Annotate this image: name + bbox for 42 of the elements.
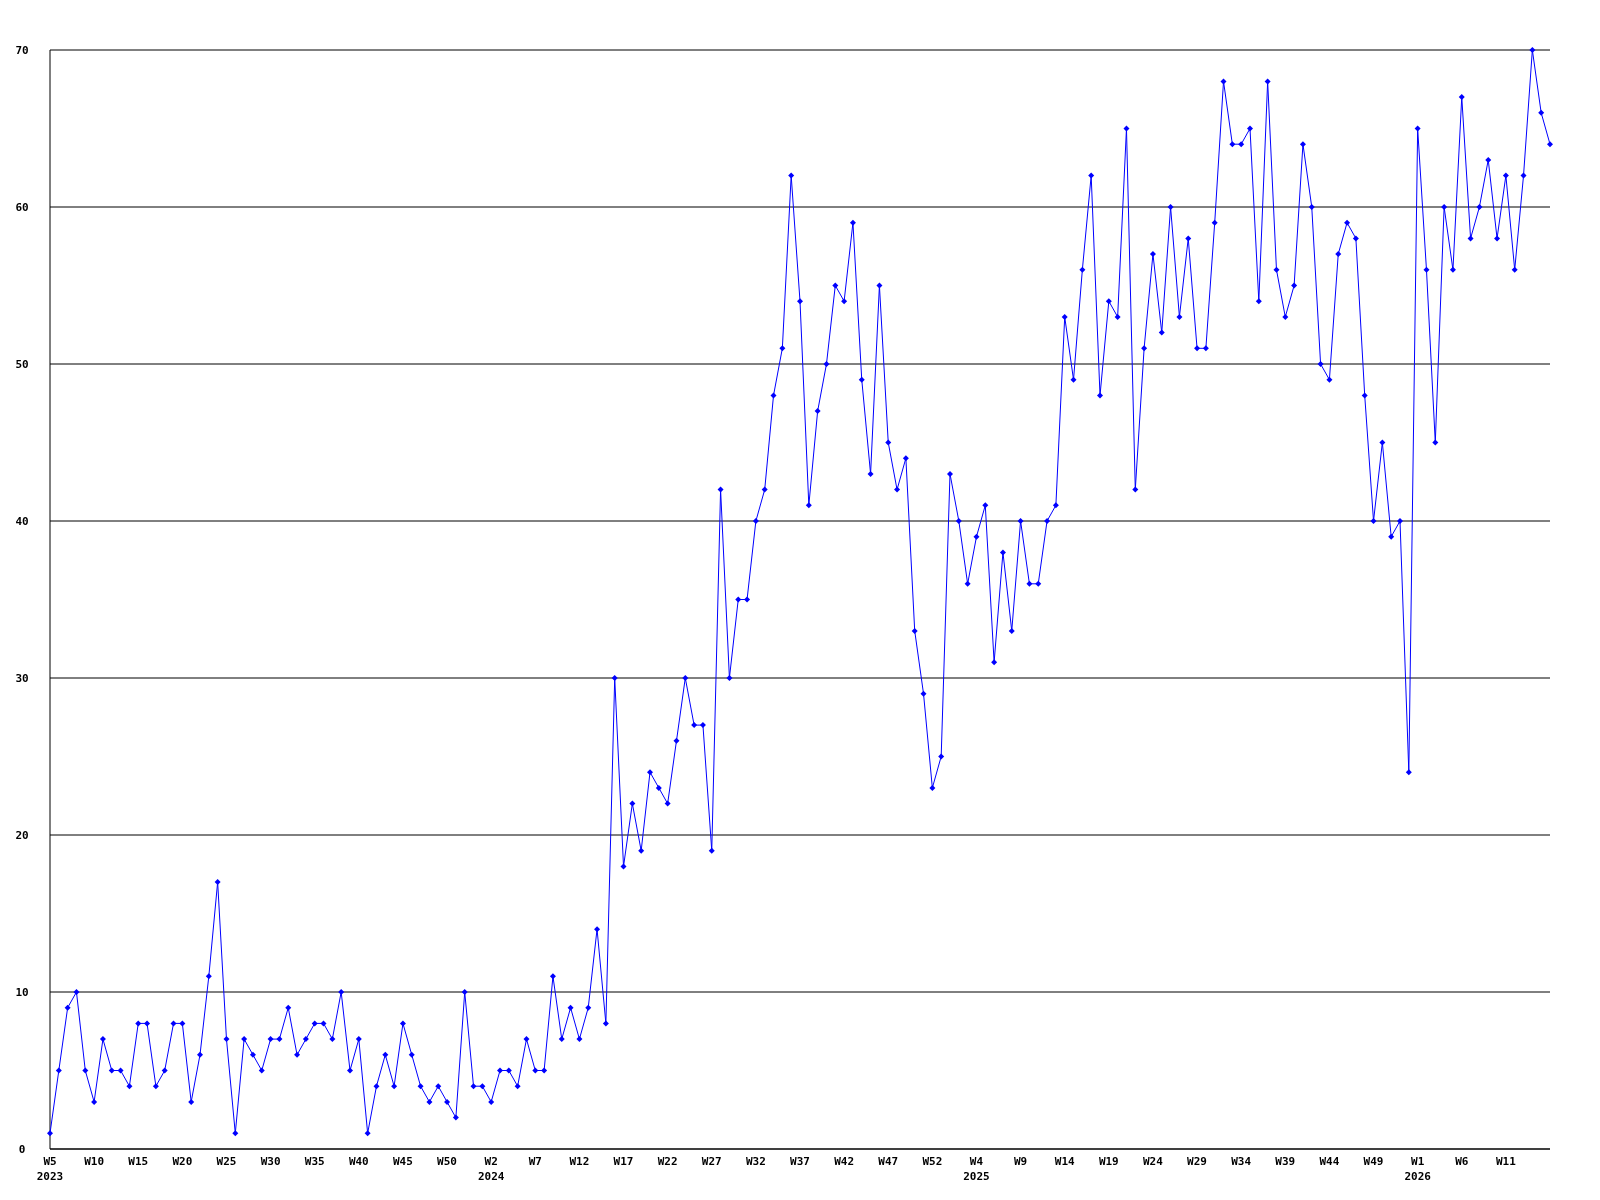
x-tick-label: W27 — [701, 1155, 722, 1168]
y-tick-label: 50 — [15, 358, 29, 371]
x-tick-label: W15 — [128, 1155, 149, 1168]
x-tick-label: W34 — [1231, 1155, 1252, 1168]
x-tick-label: W5 2023 — [36, 1155, 64, 1183]
x-tick-label: W20 — [172, 1155, 193, 1168]
x-tick-label: W12 — [569, 1155, 590, 1168]
x-tick-label: W7 — [528, 1155, 542, 1168]
y-tick-label: 30 — [15, 672, 29, 685]
x-tick-label: W29 — [1187, 1155, 1207, 1168]
x-tick-label: W30 — [260, 1155, 281, 1168]
x-tick-label: W24 — [1143, 1155, 1164, 1168]
x-tick-label: W25 — [216, 1155, 237, 1168]
x-tick-label: W6 — [1455, 1155, 1469, 1168]
x-tick-label: W47 — [878, 1155, 899, 1168]
x-tick-label: W22 — [657, 1155, 678, 1168]
y-tick-label: 70 — [15, 44, 29, 57]
x-tick-label: W11 — [1495, 1155, 1517, 1168]
x-tick-label: W45 — [393, 1155, 413, 1168]
x-tick-label: W50 — [437, 1155, 457, 1168]
y-tick-label: 0 — [18, 1143, 26, 1156]
x-tick-label: W35 — [304, 1155, 325, 1168]
x-tick-label: W52 — [922, 1155, 943, 1168]
x-tick-label: W17 — [613, 1155, 634, 1168]
x-tick-label: W49 — [1363, 1155, 1384, 1168]
y-tick-label: 40 — [15, 515, 29, 528]
x-tick-label: W40 — [348, 1155, 369, 1168]
x-tick-label: W42 — [834, 1155, 855, 1168]
x-tick-label: W39 — [1275, 1155, 1296, 1168]
x-tick-label: W1 2026 — [1404, 1155, 1432, 1183]
y-tick-label: 10 — [15, 986, 29, 999]
x-tick-label: W10 — [84, 1155, 105, 1168]
x-tick-label: W19 — [1098, 1155, 1119, 1168]
x-tick-label: W14 — [1054, 1155, 1076, 1168]
x-tick-label: W4 2025 — [963, 1155, 990, 1183]
y-tick-label: 60 — [15, 201, 29, 214]
x-tick-label: W37 — [790, 1155, 810, 1168]
x-tick-label: W44 — [1319, 1155, 1340, 1168]
x-tick-label: W2 2024 — [477, 1155, 505, 1183]
x-tick-label: W32 — [745, 1155, 766, 1168]
y-tick-label: 20 — [15, 829, 29, 842]
x-tick-label: W9 — [1013, 1155, 1028, 1168]
